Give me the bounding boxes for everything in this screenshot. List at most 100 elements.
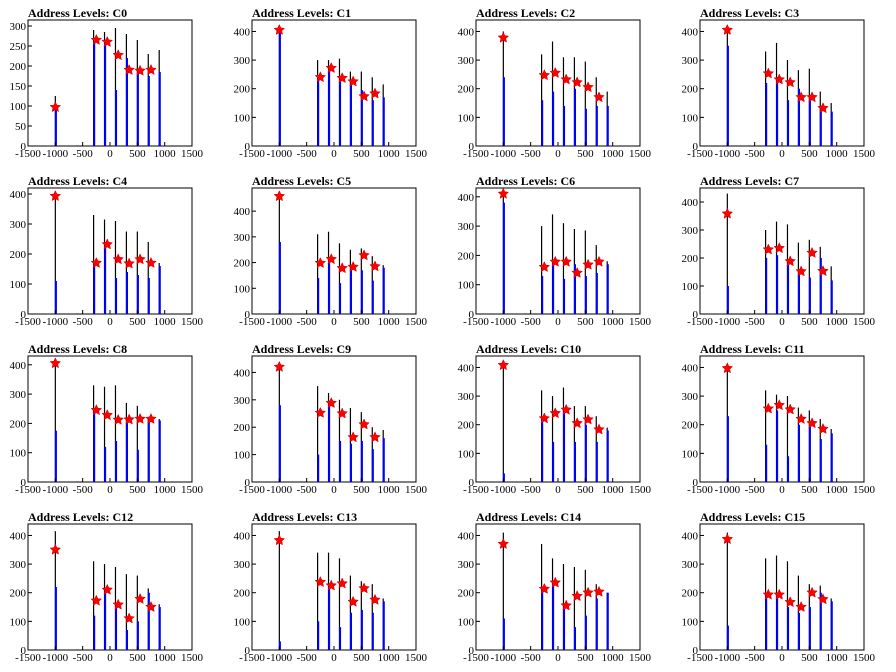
chart-panel: Address Levels: C12 0 100 200 300 400 -1500 -10…	[10, 510, 204, 664]
x-tick-label: -1500	[463, 484, 489, 496]
x-tick-label: 1500	[181, 148, 204, 160]
chart-panel: Address Levels: C4 0 100 200 300 400 -1500 -100…	[10, 174, 204, 328]
x-tick-label: -1000	[42, 652, 68, 664]
chart-panel: Address Levels: C5 0 100 200 300 400 -1500 -100…	[234, 174, 428, 328]
x-tick-label: -1500	[687, 148, 713, 160]
peak-marker	[497, 187, 510, 199]
chart-title: Address Levels: C8	[28, 342, 127, 356]
y-tick-label: 400	[458, 362, 475, 374]
y-tick-label: 200	[682, 253, 699, 265]
x-tick-label: -1000	[266, 484, 292, 496]
x-tick-label: -1500	[687, 484, 713, 496]
peak-marker	[784, 403, 797, 415]
chart-panel: Address Levels: C9 0 100 200 300 400 -1500 -100…	[234, 342, 428, 496]
peak-marker	[762, 402, 775, 414]
y-tick-label: 100	[458, 448, 475, 460]
x-tick-label: 500	[801, 148, 818, 160]
x-tick-label: 0	[331, 148, 337, 160]
x-tick-label: 0	[779, 316, 785, 328]
x-tick-label: 0	[779, 652, 785, 664]
plot-frame	[251, 19, 417, 147]
y-tick-label: 250	[10, 41, 27, 53]
peak-marker	[90, 256, 103, 268]
y-tick-label: 0	[21, 477, 27, 489]
x-tick-label: 1500	[405, 484, 428, 496]
x-tick-label: 1500	[181, 484, 204, 496]
chart-title: Address Levels: C9	[252, 342, 351, 356]
peak-marker	[369, 593, 381, 605]
y-tick-label: 300	[682, 55, 699, 67]
y-tick-label: 200	[682, 420, 699, 432]
peak-marker	[134, 64, 146, 76]
chart-panel: Address Levels: C6 0 100 200 300 400 -1500 -100…	[458, 174, 652, 328]
y-tick-label: 400	[458, 530, 475, 542]
peak-marker	[112, 49, 125, 61]
x-tick-label: -500	[297, 484, 318, 496]
peak-marker	[721, 23, 734, 35]
y-tick-label: 0	[469, 645, 475, 657]
peak-marker	[571, 417, 583, 429]
peak-marker	[497, 537, 510, 549]
x-tick-label: -500	[745, 652, 766, 664]
x-tick-label: -1500	[687, 316, 713, 328]
peak-marker	[325, 579, 338, 591]
peak-marker	[795, 265, 807, 277]
x-tick-label: 1000	[378, 148, 401, 160]
x-tick-label: -500	[745, 484, 766, 496]
x-tick-label: 1000	[602, 652, 625, 664]
y-tick-label: 0	[693, 645, 699, 657]
y-tick-label: 0	[469, 141, 475, 153]
peak-marker	[721, 207, 734, 219]
x-tick-label: 1000	[154, 148, 177, 160]
peak-marker	[549, 576, 562, 588]
peak-marker	[817, 593, 829, 605]
x-tick-label: -1000	[490, 148, 516, 160]
y-tick-label: 400	[458, 192, 475, 204]
x-tick-label: 1000	[826, 652, 849, 664]
chart-title: Address Levels: C15	[700, 510, 805, 524]
x-tick-label: -1500	[687, 652, 713, 664]
x-tick-label: 500	[353, 148, 370, 160]
x-tick-label: 1000	[154, 316, 177, 328]
x-tick-label: 0	[331, 316, 337, 328]
y-tick-label: 400	[10, 360, 27, 372]
peak-marker	[582, 586, 594, 598]
y-tick-label: 300	[458, 559, 475, 571]
y-tick-label: 100	[682, 616, 699, 628]
peak-marker	[773, 588, 786, 600]
x-tick-label: -500	[521, 652, 542, 664]
x-tick-label: -1000	[266, 148, 292, 160]
y-tick-label: 400	[10, 530, 27, 542]
peak-marker	[112, 598, 125, 610]
y-tick-label: 0	[469, 477, 475, 489]
peak-marker	[347, 595, 359, 607]
x-tick-label: -500	[745, 316, 766, 328]
peak-marker	[145, 256, 157, 268]
y-tick-label: 100	[234, 112, 251, 124]
x-tick-label: -500	[297, 316, 318, 328]
x-tick-label: 0	[331, 652, 337, 664]
x-tick-label: -500	[73, 484, 94, 496]
x-tick-label: 1500	[405, 316, 428, 328]
peak-marker	[101, 409, 114, 421]
y-tick-label: 400	[682, 530, 699, 542]
peak-marker	[795, 91, 807, 103]
y-tick-label: 400	[458, 26, 475, 38]
x-tick-label: 500	[353, 316, 370, 328]
x-tick-label: 0	[555, 316, 561, 328]
y-tick-label: 100	[458, 280, 475, 292]
peak-marker	[538, 412, 551, 424]
y-tick-label: 100	[234, 450, 251, 462]
x-tick-label: -1500	[239, 652, 265, 664]
peak-marker	[145, 600, 157, 612]
peak-marker	[90, 594, 103, 606]
peak-marker	[538, 582, 551, 594]
peak-marker	[560, 599, 573, 611]
y-tick-label: 0	[21, 645, 27, 657]
x-tick-label: 1000	[602, 316, 625, 328]
x-tick-label: 500	[129, 148, 146, 160]
chart-panel: Address Levels: C7 0 100 200 300 400 -1500 -100…	[682, 174, 876, 328]
y-tick-label: 300	[10, 21, 27, 33]
y-tick-label: 300	[234, 395, 251, 407]
peak-marker	[314, 256, 327, 269]
